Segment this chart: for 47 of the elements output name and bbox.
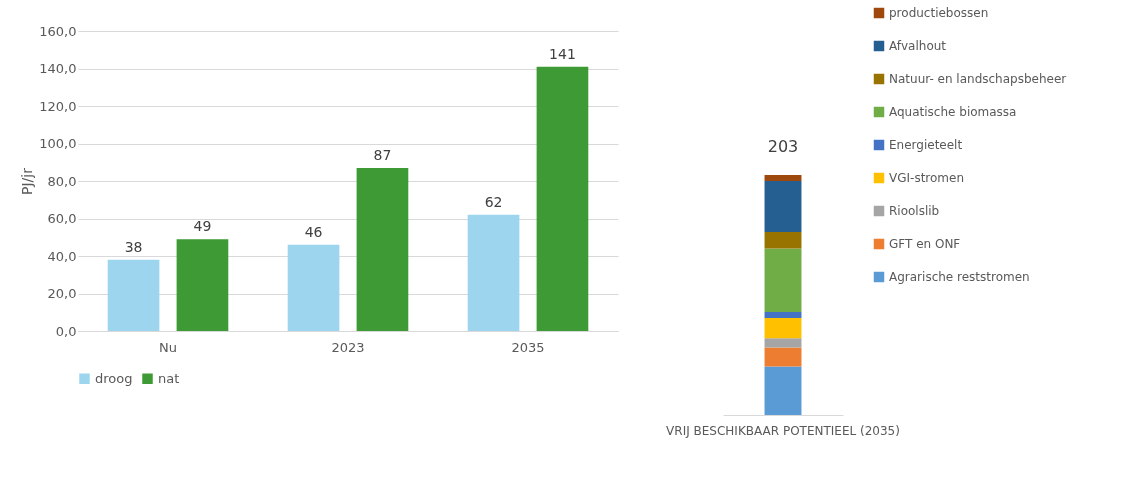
y-tick-label: 140,0 xyxy=(39,61,77,76)
legend-label: productiebossen xyxy=(889,6,989,20)
data-label: 62 xyxy=(484,193,503,210)
data-label: 87 xyxy=(373,146,392,163)
bar xyxy=(764,366,802,415)
y-tick-label: 160,0 xyxy=(39,23,77,39)
bar xyxy=(764,312,802,319)
legend-label: Rioolslib xyxy=(889,204,940,218)
legend-label: VGI-stromen xyxy=(889,171,965,185)
y-tick-label: 60,0 xyxy=(47,211,77,226)
bar xyxy=(764,175,802,181)
y-tick-label: 120,0 xyxy=(39,98,77,114)
bar xyxy=(536,66,589,331)
y-tick-label: 20,0 xyxy=(47,286,77,301)
bar xyxy=(764,347,802,367)
legend-label: Afvalhout xyxy=(889,39,947,53)
bar xyxy=(287,244,340,331)
y-tick-label: 0,0 xyxy=(55,323,77,339)
legend-label: Aquatische biomassa xyxy=(889,105,1017,119)
annotation: 203 xyxy=(767,137,799,156)
x-tick-label: 2023 xyxy=(331,339,365,355)
y-tick-label: 80,0 xyxy=(47,173,77,189)
x-tick-label: Nu xyxy=(159,339,177,355)
legend-label: GFT en ONF xyxy=(889,237,961,251)
data-label: 38 xyxy=(124,238,143,255)
legend-label: Agrarische reststromen xyxy=(889,270,1030,284)
y-tick-label: 40,0 xyxy=(47,248,77,264)
data-label: 49 xyxy=(193,218,212,235)
y-tick-label: 100,0 xyxy=(39,136,77,151)
legend-label: Energieteelt xyxy=(889,138,963,152)
legend-label: nat xyxy=(158,370,180,386)
x-tick-label: 2035 xyxy=(511,339,545,355)
legend-label: droog xyxy=(95,370,133,386)
bar xyxy=(467,214,520,331)
bar xyxy=(764,248,802,313)
bar xyxy=(356,167,409,331)
bar xyxy=(764,338,802,348)
legend-label: Natuur- en landschapsbeheer xyxy=(889,72,1067,86)
y-axis-title: PJ/jr xyxy=(19,167,36,195)
bar xyxy=(176,239,229,331)
bar xyxy=(764,318,802,339)
bar xyxy=(764,181,802,232)
data-label: 141 xyxy=(549,45,576,62)
data-label: 46 xyxy=(304,223,323,240)
bar xyxy=(764,231,802,249)
bar xyxy=(107,259,160,331)
x-tick-label: VRIJ BESCHIKBAAR POTENTIEEL (2035) xyxy=(666,423,900,438)
